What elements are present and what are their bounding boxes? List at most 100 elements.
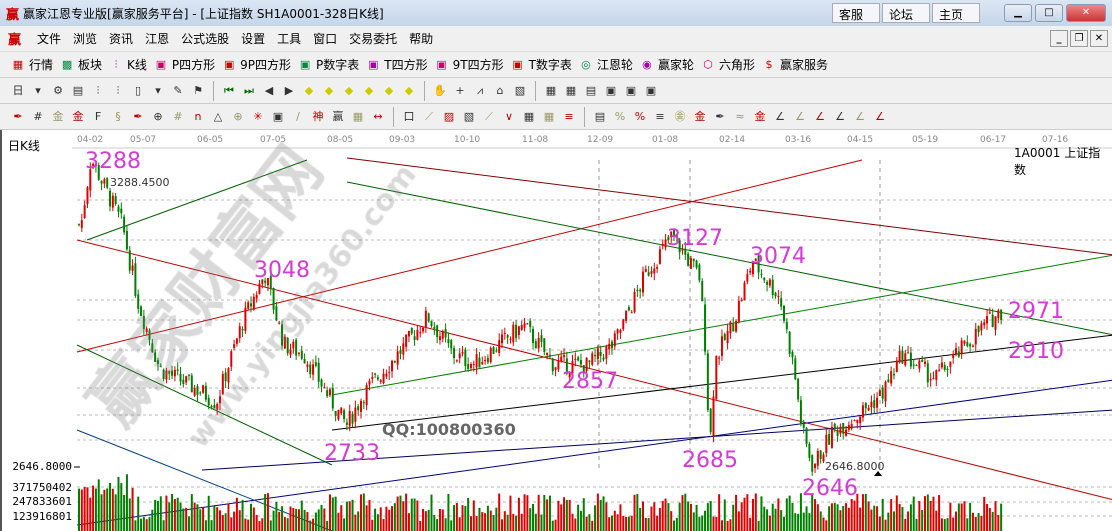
- fan-icon[interactable]: ⟋: [425, 109, 433, 123]
- pen2-icon[interactable]: ✒: [133, 109, 143, 123]
- refresh-icon[interactable]: ✎: [173, 83, 183, 97]
- menu-settings[interactable]: 设置: [241, 32, 266, 46]
- square-icon[interactable]: ▣: [272, 109, 284, 123]
- toolbar-button-ts[interactable]: ▣ T四方形: [365, 56, 428, 73]
- last-icon[interactable]: ⏭: [244, 83, 254, 97]
- toolbar-button-ps[interactable]: ▣ P四方形: [153, 56, 215, 73]
- left-icon[interactable]: ◀: [264, 83, 274, 97]
- minimize-button[interactable]: ▁: [1004, 4, 1032, 22]
- measure-icon[interactable]: ↔: [373, 109, 383, 123]
- fan2-icon[interactable]: ▨: [443, 109, 455, 123]
- f-angle-icon[interactable]: ∠: [795, 109, 805, 123]
- pen3-icon[interactable]: ✒: [715, 109, 725, 123]
- grid5-icon[interactable]: ▦: [543, 109, 555, 123]
- menu-help[interactable]: 帮助: [409, 32, 434, 46]
- gold-line-icon[interactable]: 金: [694, 109, 706, 123]
- toolbar-button-hexagon[interactable]: ⬡ 六角形: [700, 56, 755, 73]
- f-grid-icon[interactable]: F: [94, 109, 102, 123]
- diamond-right-icon[interactable]: ◆: [324, 83, 334, 97]
- gold-grid-icon[interactable]: 金: [52, 109, 64, 123]
- report-icon[interactable]: ▤: [585, 83, 597, 97]
- diamond-4way-icon[interactable]: ◆: [384, 83, 394, 97]
- calculator-icon[interactable]: ▦: [565, 83, 577, 97]
- cycle-icon[interactable]: /: [296, 109, 300, 123]
- gold-grid2-icon[interactable]: 金: [72, 109, 84, 123]
- pen-icon[interactable]: ✒: [13, 109, 23, 123]
- dropdown-icon[interactable]: ▾: [35, 83, 41, 97]
- angle-icon[interactable]: ⟋: [485, 109, 493, 123]
- trend-icon[interactable]: ⩘: [476, 83, 484, 97]
- toolbar-button-candlestick[interactable]: ⫶ K线: [108, 56, 147, 73]
- menu-browse[interactable]: 浏览: [73, 32, 98, 46]
- win-icon[interactable]: 赢: [332, 109, 344, 123]
- menu-formula[interactable]: 公式选股: [181, 32, 230, 46]
- toolbar-button-table[interactable]: ▦ 行情: [10, 56, 53, 73]
- toolbar-button-tn[interactable]: ▣ T数字表: [510, 56, 572, 73]
- mdi-close-button[interactable]: ✕: [1090, 30, 1108, 47]
- box-icon[interactable]: 口: [403, 109, 415, 123]
- mdi-minimize-button[interactable]: _: [1050, 30, 1068, 47]
- chart-icon[interactable]: ▧: [514, 83, 526, 97]
- percent-line-icon[interactable]: %: [614, 109, 626, 123]
- diamond-expand-icon[interactable]: ◆: [344, 83, 354, 97]
- menu-window[interactable]: 窗口: [313, 32, 338, 46]
- menu-gann[interactable]: 江恩: [145, 32, 170, 46]
- ruler-icon[interactable]: ▦: [352, 109, 364, 123]
- gann-icon[interactable]: ⌂: [496, 83, 504, 97]
- table2-icon[interactable]: ▤: [594, 109, 606, 123]
- n2-icon[interactable]: n: [194, 109, 202, 123]
- diamond-vertical-icon[interactable]: ◆: [404, 83, 414, 97]
- homepage-link[interactable]: 主页: [932, 3, 980, 23]
- close-button[interactable]: ✕: [1066, 4, 1106, 22]
- chart9-icon[interactable]: ⫶: [116, 83, 120, 97]
- star-icon[interactable]: ✳: [253, 109, 263, 123]
- map-icon[interactable]: ⚙: [53, 83, 63, 97]
- gold-circle-icon[interactable]: ㊎: [674, 109, 686, 123]
- gold2-icon[interactable]: 金: [754, 109, 766, 123]
- toolbar-button-dollar[interactable]: $ 赢家服务: [761, 56, 828, 73]
- network-icon[interactable]: ▣: [625, 83, 637, 97]
- chart-canvas[interactable]: 04-02 05-07 06-05 07-05 08-05 09-03 10-10 11-08…: [2, 130, 1112, 531]
- flag-icon[interactable]: ⚑: [193, 83, 203, 97]
- bar-type-icon[interactable]: ▯: [134, 83, 142, 97]
- menu-trade[interactable]: 交易委托: [349, 32, 398, 46]
- zigzag-icon[interactable]: ∨: [504, 109, 514, 123]
- kline-chart[interactable]: 04-02 05-07 06-05 07-05 08-05 09-03 10-10 11-08…: [0, 130, 1112, 531]
- right-icon[interactable]: ▶: [284, 83, 294, 97]
- hand-icon[interactable]: ✋: [433, 83, 447, 97]
- toolbar-button-t9[interactable]: ▣ 9T四方形: [434, 56, 503, 73]
- spiral-icon[interactable]: §: [115, 109, 121, 123]
- percent2-icon[interactable]: ≡: [655, 109, 665, 123]
- wave-icon[interactable]: ≈: [735, 109, 745, 123]
- diamond-left-icon[interactable]: ◆: [304, 83, 314, 97]
- gold-angle-icon[interactable]: ∠: [815, 109, 825, 123]
- note-icon[interactable]: ▤: [72, 83, 84, 97]
- dropdown-icon[interactable]: ▾: [155, 83, 161, 97]
- grid3-icon[interactable]: #: [173, 109, 183, 123]
- grid-icon[interactable]: #: [33, 109, 43, 123]
- toolbar-button-gann-wheel[interactable]: ◎ 江恩轮: [578, 56, 633, 73]
- calendar-icon[interactable]: ▦: [545, 83, 557, 97]
- fan3-icon[interactable]: ▧: [463, 109, 475, 123]
- forum-link[interactable]: 论坛: [882, 3, 930, 23]
- menu-file[interactable]: 文件: [37, 32, 62, 46]
- grid4-icon[interactable]: ▦: [523, 109, 535, 123]
- maximize-button[interactable]: □: [1035, 4, 1063, 22]
- print-icon[interactable]: ▣: [645, 83, 657, 97]
- lines-icon[interactable]: ≡: [564, 109, 574, 123]
- menu-tools[interactable]: 工具: [277, 32, 302, 46]
- percent-icon[interactable]: %: [634, 109, 646, 123]
- target-icon[interactable]: ⊕: [233, 109, 243, 123]
- day-period-icon[interactable]: 日: [12, 83, 24, 97]
- shen-angle-icon[interactable]: ∠: [835, 109, 845, 123]
- angle2-icon[interactable]: ∠: [775, 109, 785, 123]
- toolbar-button-p9[interactable]: ▣ 9P四方形: [221, 56, 291, 73]
- mdi-restore-button[interactable]: ❐: [1070, 30, 1088, 47]
- first-icon[interactable]: ⏮: [224, 83, 234, 97]
- god-icon[interactable]: 神: [312, 109, 324, 123]
- diamond-shrink-icon[interactable]: ◆: [364, 83, 374, 97]
- ying-angle-icon[interactable]: ∠: [855, 109, 865, 123]
- menu-news[interactable]: 资讯: [109, 32, 134, 46]
- toolbar-button-pn[interactable]: ▣ P数字表: [297, 56, 359, 73]
- chart3-icon[interactable]: ⫶: [96, 83, 100, 97]
